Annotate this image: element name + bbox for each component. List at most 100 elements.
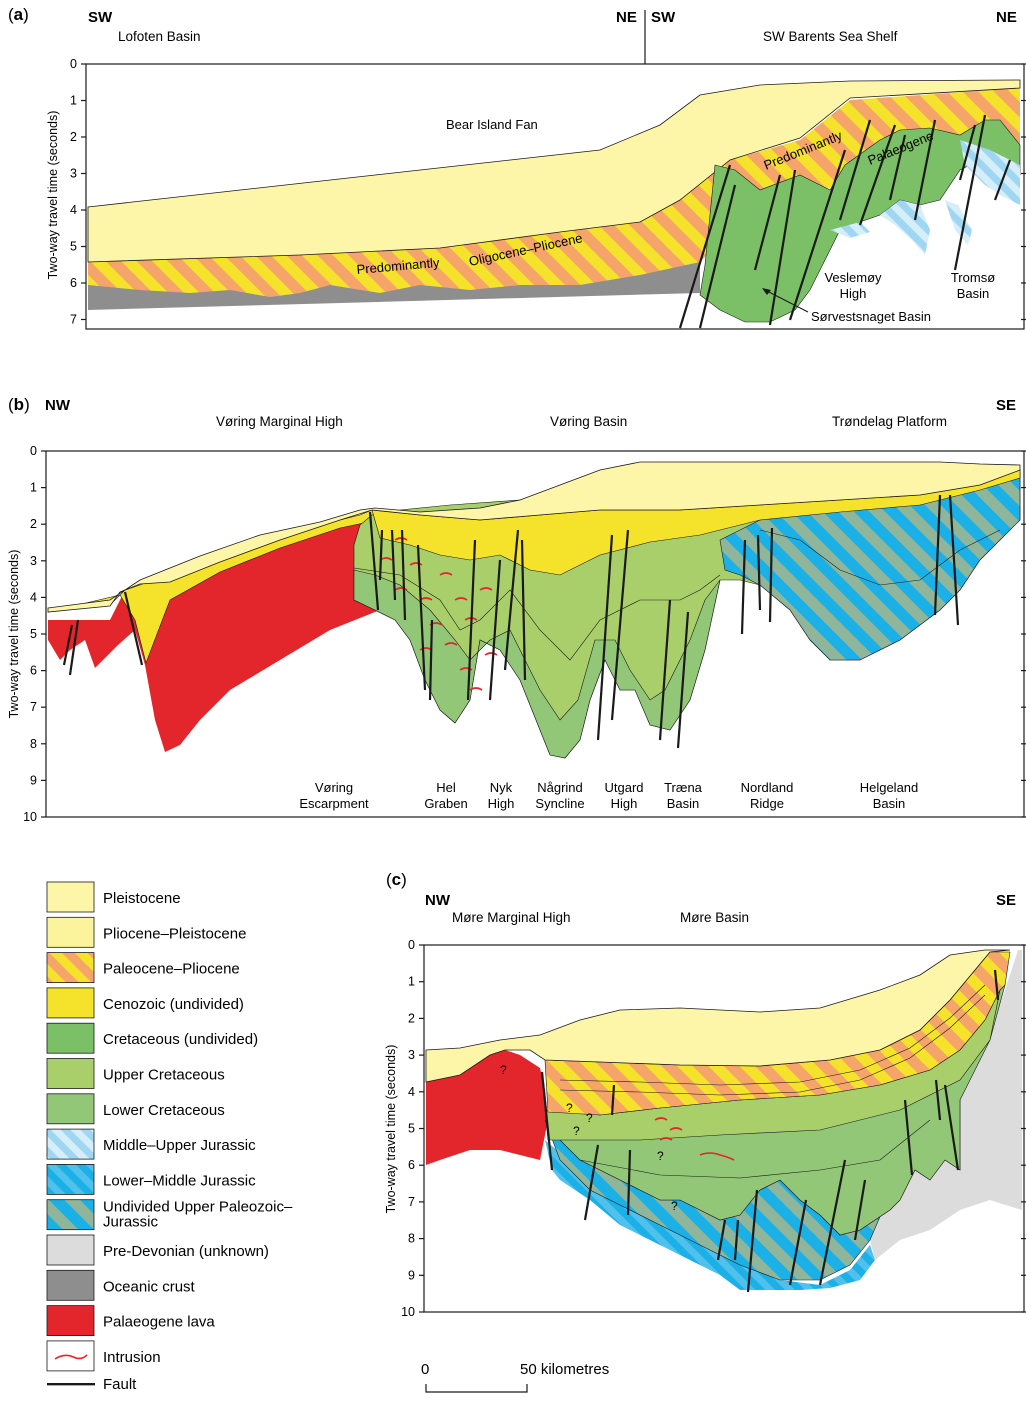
y-tick-label: 6 — [70, 276, 77, 290]
legend-swatch — [46, 1058, 95, 1089]
panel-b-feature-traena-basin: Træna Basin — [664, 780, 703, 811]
y-tick-label: 10 — [23, 810, 37, 824]
legend-swatch — [46, 1164, 95, 1195]
legend-swatch — [46, 987, 95, 1019]
legend-label: Lower Cretaceous — [103, 1102, 225, 1119]
legend-label: Middle–Upper Jurassic — [103, 1137, 256, 1154]
legend-swatch — [46, 1305, 95, 1336]
panel-b-palaeogene-lava — [48, 512, 380, 752]
legend-item: Lower Cretaceous — [46, 1093, 225, 1125]
question-mark: ? — [671, 1199, 678, 1213]
panel-a-label-tromso: Tromsø Basin — [951, 270, 995, 301]
legend-item: Pliocene–Pleistocene — [46, 916, 246, 948]
y-tick-label: 10 — [401, 1305, 415, 1319]
legend-label: Pliocene–Pleistocene — [103, 925, 246, 942]
panel-c-question-marks: ? ? ? ? ? ? — [500, 1063, 678, 1213]
y-tick-label: 7 — [30, 700, 37, 714]
panel-b-y-axis-label: Two-way travel time (seconds) — [7, 550, 21, 719]
legend-item: Pre-Devonian (unknown) — [46, 1234, 269, 1266]
panel-a-jurassic-blue-4 — [830, 222, 870, 238]
panel-c: (c) NW SE Møre Marginal High Møre Basin … — [384, 870, 1026, 1319]
panel-b-faults — [62, 494, 960, 749]
panel-a-y-ticks: 0 1 2 3 4 5 6 7 — [70, 57, 1026, 327]
y-tick-label: 4 — [30, 590, 37, 604]
legend-item: Paleocene–Pliocene — [46, 952, 240, 983]
y-tick-label: 6 — [408, 1158, 415, 1172]
panel-c-pleistocene — [425, 949, 1011, 1083]
panel-a-y-axis-label: Two-way travel time (seconds) — [46, 111, 60, 280]
y-tick-label: 9 — [30, 773, 37, 787]
panel-b-intrusions — [379, 537, 498, 691]
y-tick-label: 6 — [30, 664, 37, 678]
legend-item: Oceanic crust — [46, 1269, 196, 1301]
legend-label: Undivided Upper Paleozoic– Jurassic — [103, 1199, 293, 1231]
panel-b-region-voring-marginal-high: Vøring Marginal High — [216, 414, 343, 429]
y-tick-label: 1 — [30, 481, 37, 495]
panel-c-region-more-marginal-high: Møre Marginal High — [452, 910, 571, 925]
y-tick-label: 5 — [30, 627, 37, 641]
panel-c-y-axis-label: Two-way travel time (seconds) — [384, 1045, 398, 1214]
panel-a-dir-left: SW — [88, 9, 113, 26]
question-mark: ? — [500, 1063, 507, 1077]
legend-item: Lower–Middle Jurassic — [46, 1164, 256, 1195]
legend-label: Oceanic crust — [103, 1278, 196, 1295]
scale-bar-end: 50 kilometres — [520, 1361, 609, 1378]
y-tick-label: 3 — [408, 1048, 415, 1062]
legend-label: Fault — [103, 1376, 137, 1393]
legend-item: Cenozoic (undivided) — [46, 987, 244, 1019]
panel-a-label-sorvestsnaget: Sørvestsnaget Basin — [811, 309, 931, 324]
y-tick-label: 2 — [30, 517, 37, 531]
y-tick-label: 5 — [408, 1122, 415, 1136]
legend-label: Lower–Middle Jurassic — [103, 1172, 256, 1189]
panel-b-feature-nyk-high: Nyk High — [488, 780, 515, 811]
y-tick-label: 8 — [30, 737, 37, 751]
legend-item: Middle–Upper Jurassic — [46, 1128, 256, 1160]
panel-c-horizons — [559, 984, 986, 1179]
question-mark: ? — [586, 1111, 593, 1125]
panel-b-horizons — [353, 529, 1001, 661]
scale-bar-start: 0 — [421, 1361, 429, 1378]
panel-b: (b) NW SE Vøring Marginal High Vøring Ba… — [7, 395, 1026, 824]
legend-swatch — [46, 952, 95, 983]
panel-b-feature-utgard-high: Utgard High — [604, 780, 643, 811]
panel-b-feature-helgeland-basin: Helgeland Basin — [860, 780, 919, 811]
panel-b-dir-left: NW — [45, 397, 71, 414]
panel-b-feature-hel-graben: Hel Graben — [424, 780, 467, 811]
panel-b-y-ticks: 0 1 2 3 4 5 6 7 8 9 10 — [23, 444, 1026, 824]
panel-b-feature-nagrind-syncline: Någrind Syncline — [535, 780, 584, 811]
panel-c-letter: (c) — [386, 870, 407, 889]
panel-a-letter: (a) — [8, 5, 29, 24]
question-mark: ? — [566, 1101, 573, 1115]
legend-label: Paleocene–Pliocene — [103, 961, 240, 978]
y-tick-label: 3 — [70, 167, 77, 181]
y-tick-label: 9 — [408, 1268, 415, 1282]
legend-swatch — [46, 881, 95, 913]
legend-item: Palaeogene lava — [46, 1305, 215, 1336]
panel-a-faults — [678, 114, 1012, 329]
question-mark: ? — [573, 1124, 580, 1138]
panel-c-intrusions — [654, 1117, 735, 1161]
panel-a-dir-right: NE — [996, 9, 1017, 26]
panel-b-pleistocene — [47, 461, 1021, 613]
y-tick-label: 4 — [408, 1085, 415, 1099]
y-tick-label: 1 — [70, 94, 77, 108]
y-tick-label: 4 — [70, 203, 77, 217]
panel-b-region-trondelag: Trøndelag Platform — [832, 414, 947, 429]
panel-a-region-lofoten: Lofoten Basin — [118, 29, 201, 44]
panel-b-dir-right: SE — [996, 397, 1016, 414]
scale-bar: 0 50 kilometres — [421, 1361, 609, 1393]
panel-b-region-voring-basin: Vøring Basin — [550, 414, 627, 429]
panel-b-letter: (b) — [8, 395, 30, 414]
panel-c-dir-right: SE — [996, 892, 1016, 909]
y-tick-label: 1 — [408, 975, 415, 989]
legend-swatch — [46, 1093, 95, 1125]
panel-a-label-veslemoy: Veslemøy High — [824, 270, 882, 301]
panel-a-dir-mid-right: SW — [651, 9, 676, 26]
legend-label: Upper Cretaceous — [103, 1067, 225, 1084]
panel-a-jurassic-blue-3 — [945, 200, 972, 245]
y-tick-label: 7 — [70, 313, 77, 327]
legend-swatch — [46, 1128, 95, 1160]
y-tick-label: 2 — [70, 130, 77, 144]
panel-a-arrowhead — [762, 288, 771, 295]
